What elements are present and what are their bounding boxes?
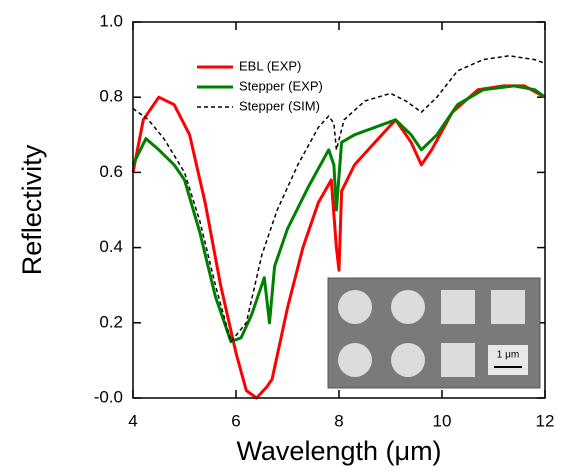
scale-bar-label: 1 μm xyxy=(497,350,519,361)
inset-image: 1 μm xyxy=(327,277,541,389)
x-tick-label: 8 xyxy=(334,411,343,430)
x-tick-label: 12 xyxy=(536,411,555,430)
square xyxy=(491,290,525,324)
disk xyxy=(391,290,425,324)
y-tick-label: 0.8 xyxy=(99,87,123,106)
plot-frame xyxy=(132,21,546,399)
disk xyxy=(338,290,372,324)
y-tick-label: 0.6 xyxy=(99,162,123,181)
series-line xyxy=(131,84,546,344)
x-tick-label: 6 xyxy=(231,411,240,430)
square xyxy=(441,290,475,324)
series-line xyxy=(132,55,546,343)
legend-label: EBL (EXP) xyxy=(239,58,301,73)
y-tick-label: 0.4 xyxy=(99,237,123,256)
y-tick-label: 0.2 xyxy=(99,312,123,331)
disk xyxy=(391,343,425,377)
plot: 4 6 8 10 12 -0.0 0.2 0.4 0.6 0.8 1.0 EBL (EXP) Stepp… xyxy=(94,11,555,430)
y-tick-label: -0.0 xyxy=(94,387,123,406)
square xyxy=(441,343,475,377)
x-axis-label: Wavelength (μm) xyxy=(236,436,441,466)
x-tick-label: 4 xyxy=(128,411,137,430)
disk xyxy=(338,343,372,377)
y-tick-label: 1.0 xyxy=(99,11,123,30)
legend-label: Stepper (SIM) xyxy=(239,98,320,113)
y-axis-label: Reflectivity xyxy=(17,144,47,275)
scale-bar-box xyxy=(488,345,528,375)
legend-label: Stepper (EXP) xyxy=(239,78,323,93)
series-line xyxy=(131,84,546,400)
x-tick-label: 10 xyxy=(433,411,452,430)
